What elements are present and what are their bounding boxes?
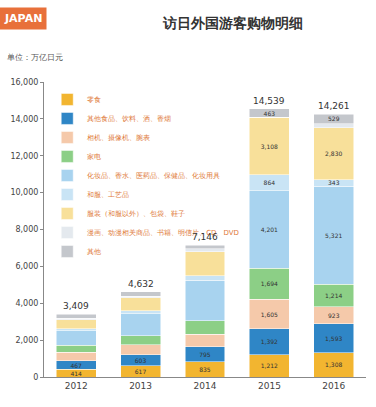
svg-text:1,392: 1,392 bbox=[261, 338, 278, 345]
svg-text:3,409: 3,409 bbox=[63, 301, 89, 311]
svg-text:529: 529 bbox=[328, 115, 340, 122]
svg-text:其他: 其他 bbox=[87, 248, 101, 256]
svg-text:家电: 家电 bbox=[87, 153, 101, 161]
svg-text:10,000: 10,000 bbox=[10, 188, 38, 197]
svg-text:和服、工艺品: 和服、工艺品 bbox=[87, 191, 129, 199]
svg-text:JAPAN: JAPAN bbox=[4, 12, 42, 25]
svg-text:12,000: 12,000 bbox=[10, 152, 38, 161]
svg-text:3,108: 3,108 bbox=[261, 143, 278, 150]
svg-text:343: 343 bbox=[328, 179, 340, 186]
svg-text:1,212: 1,212 bbox=[261, 362, 278, 369]
svg-text:16,000: 16,000 bbox=[10, 78, 38, 87]
svg-text:访日外国游客购物明细: 访日外国游客购物明细 bbox=[162, 15, 303, 31]
svg-text:1,214: 1,214 bbox=[325, 292, 342, 299]
svg-text:2016: 2016 bbox=[322, 381, 345, 391]
svg-text:5,321: 5,321 bbox=[325, 232, 342, 239]
svg-text:服装（和服以外）、包袋、鞋子: 服装（和服以外）、包袋、鞋子 bbox=[87, 210, 185, 218]
svg-text:1,605: 1,605 bbox=[261, 311, 278, 318]
svg-text:2014: 2014 bbox=[194, 381, 217, 391]
svg-text:4,000: 4,000 bbox=[15, 299, 38, 308]
svg-text:14,539: 14,539 bbox=[253, 96, 285, 106]
svg-text:463: 463 bbox=[264, 110, 276, 117]
svg-text:零食: 零食 bbox=[87, 96, 101, 104]
svg-text:795: 795 bbox=[199, 351, 211, 358]
svg-text:414: 414 bbox=[70, 370, 82, 377]
svg-text:467: 467 bbox=[70, 362, 82, 369]
svg-text:14,261: 14,261 bbox=[318, 101, 350, 111]
svg-text:其他食品、饮料、酒、香烟: 其他食品、饮料、酒、香烟 bbox=[87, 115, 171, 123]
svg-text:835: 835 bbox=[199, 366, 211, 373]
svg-text:相机、摄像机、腕表: 相机、摄像机、腕表 bbox=[87, 134, 150, 142]
svg-text:1,694: 1,694 bbox=[261, 280, 278, 287]
svg-text:漫画、动漫相关商品、书籍、明信片、CD、DVD: 漫画、动漫相关商品、书籍、明信片、CD、DVD bbox=[87, 229, 239, 237]
svg-text:单位：万亿日元: 单位：万亿日元 bbox=[7, 53, 63, 62]
svg-text:617: 617 bbox=[135, 368, 147, 375]
svg-text:864: 864 bbox=[264, 179, 276, 186]
svg-text:2013: 2013 bbox=[129, 381, 152, 391]
svg-text:7,146: 7,146 bbox=[192, 232, 218, 242]
svg-text:2012: 2012 bbox=[65, 381, 88, 391]
svg-text:4,201: 4,201 bbox=[261, 226, 278, 233]
svg-text:4,632: 4,632 bbox=[128, 279, 154, 289]
svg-text:6,000: 6,000 bbox=[15, 262, 38, 271]
svg-text:8,000: 8,000 bbox=[15, 225, 38, 234]
svg-text:2,830: 2,830 bbox=[325, 150, 342, 157]
svg-text:2015: 2015 bbox=[258, 381, 281, 391]
svg-text:1,308: 1,308 bbox=[325, 361, 342, 368]
svg-text:603: 603 bbox=[135, 357, 147, 364]
svg-text:14,000: 14,000 bbox=[10, 115, 38, 124]
svg-text:1,593: 1,593 bbox=[325, 335, 342, 342]
svg-text:化妆品、香水、医药品、保健品、化妆用具: 化妆品、香水、医药品、保健品、化妆用具 bbox=[87, 172, 220, 180]
svg-text:2,000: 2,000 bbox=[15, 336, 38, 345]
svg-text:923: 923 bbox=[328, 312, 340, 319]
svg-text:0: 0 bbox=[33, 373, 38, 382]
